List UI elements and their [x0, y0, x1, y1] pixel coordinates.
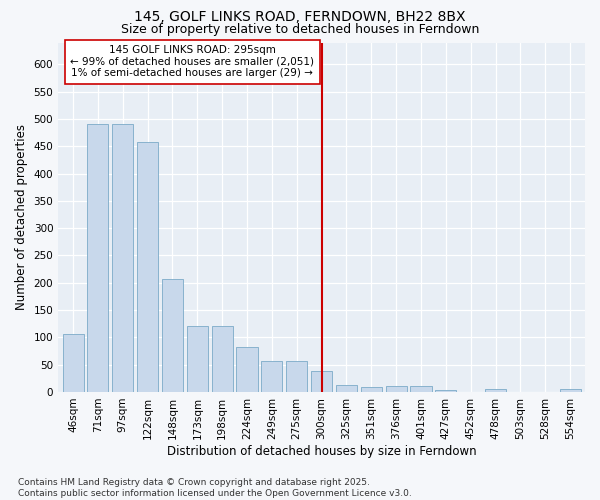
Bar — [336, 385, 357, 392]
Bar — [262, 361, 283, 392]
Bar — [112, 124, 133, 392]
Bar — [361, 387, 382, 392]
Text: 145 GOLF LINKS ROAD: 295sqm
← 99% of detached houses are smaller (2,051)
1% of s: 145 GOLF LINKS ROAD: 295sqm ← 99% of det… — [70, 45, 314, 78]
Bar — [410, 386, 431, 392]
X-axis label: Distribution of detached houses by size in Ferndown: Distribution of detached houses by size … — [167, 444, 476, 458]
Bar — [435, 390, 457, 392]
Bar — [311, 371, 332, 392]
Bar — [286, 361, 307, 392]
Bar — [162, 279, 183, 392]
Text: 145, GOLF LINKS ROAD, FERNDOWN, BH22 8BX: 145, GOLF LINKS ROAD, FERNDOWN, BH22 8BX — [134, 10, 466, 24]
Bar — [137, 142, 158, 392]
Bar — [62, 334, 83, 392]
Y-axis label: Number of detached properties: Number of detached properties — [15, 124, 28, 310]
Text: Contains HM Land Registry data © Crown copyright and database right 2025.
Contai: Contains HM Land Registry data © Crown c… — [18, 478, 412, 498]
Bar — [485, 389, 506, 392]
Text: Size of property relative to detached houses in Ferndown: Size of property relative to detached ho… — [121, 22, 479, 36]
Bar — [88, 124, 109, 392]
Bar — [236, 347, 257, 392]
Bar — [187, 326, 208, 392]
Bar — [386, 386, 407, 392]
Bar — [212, 326, 233, 392]
Bar — [560, 388, 581, 392]
